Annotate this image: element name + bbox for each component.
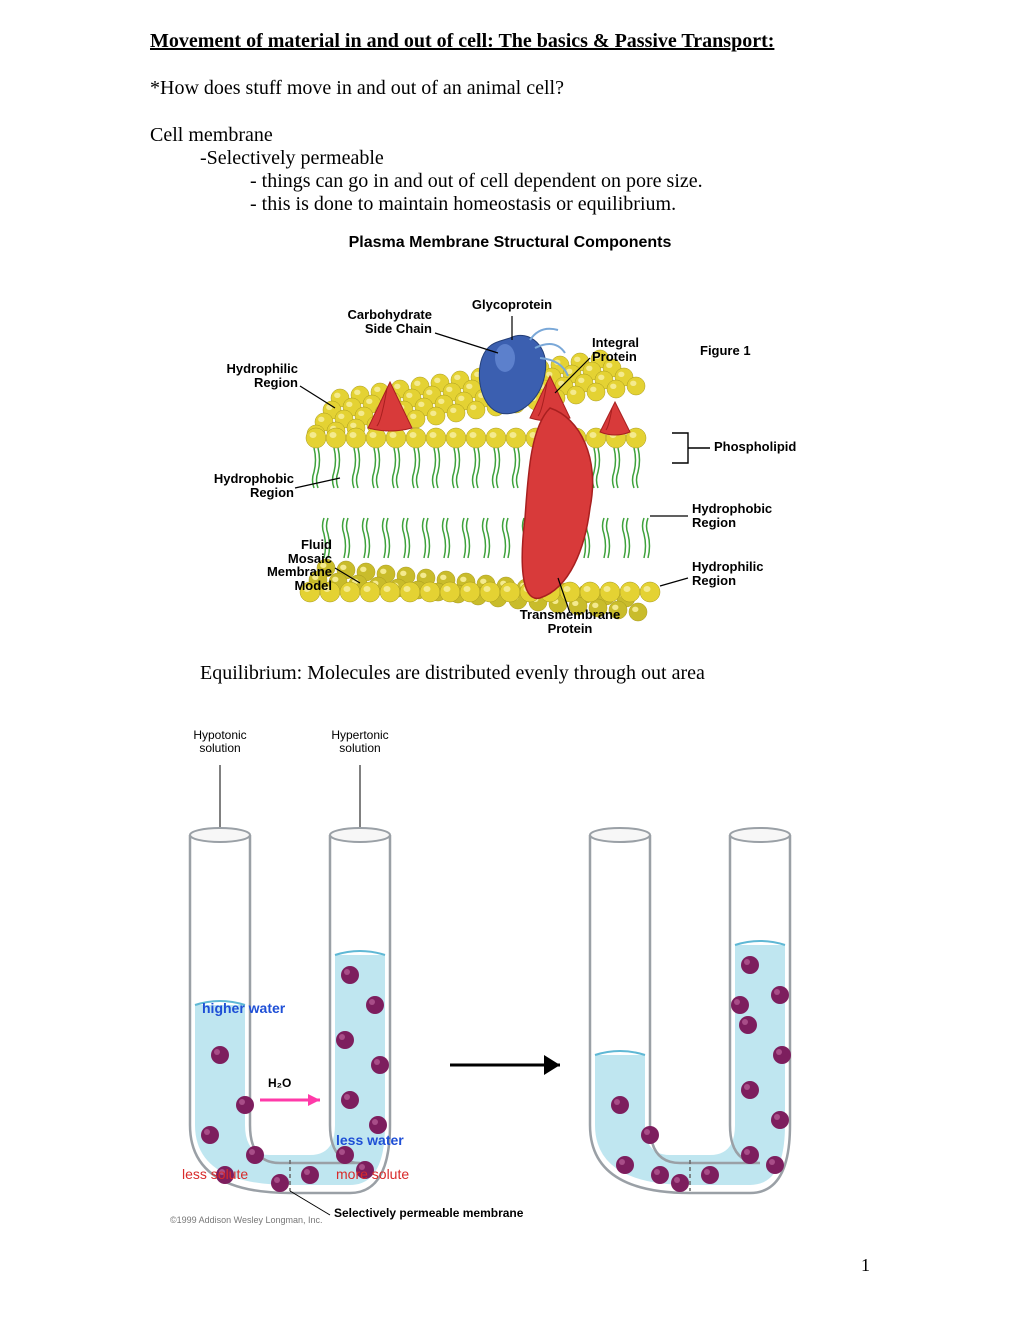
bullet-homeostasis: - this is done to maintain homeostasis o… — [250, 193, 870, 216]
figure-2: Hypotonicsolution Hypertonicsolution highe… — [150, 705, 870, 1225]
diagram-label: Glycoprotein — [472, 298, 552, 312]
figure-1: Plasma Membrane Structural Components Gl… — [220, 234, 800, 638]
heading-cell-membrane: Cell membrane — [150, 124, 870, 147]
diagram-label: Phospholipid — [714, 440, 796, 454]
figure-1-title: Plasma Membrane Structural Components — [220, 234, 800, 252]
diagram-label: less water — [336, 1133, 404, 1148]
diagram-label: more solute — [336, 1167, 409, 1182]
diagram-label: Hypertonicsolution — [331, 729, 388, 755]
page-title: Movement of material in and out of cell:… — [150, 30, 870, 53]
diagram-label: HydrophilicRegion — [226, 362, 298, 389]
diagram-label: H₂O — [268, 1077, 291, 1090]
diagram-label: higher water — [202, 1001, 285, 1016]
copyright-text: ©1999 Addison Wesley Longman, Inc. — [170, 1215, 323, 1225]
intro-question: *How does stuff move in and out of an an… — [150, 77, 870, 100]
diagram-label: HydrophobicRegion — [214, 472, 294, 499]
diagram-label: Selectively permeable membrane — [334, 1207, 523, 1220]
diagram-label: Hypotonicsolution — [193, 729, 246, 755]
diagram-label: TransmembraneProtein — [520, 608, 620, 635]
diagram-label: less solute — [182, 1167, 248, 1182]
page-number: 1 — [861, 1255, 870, 1276]
diagram-label: HydrophilicRegion — [692, 560, 764, 587]
bullet-selectively-permeable: -Selectively permeable — [200, 147, 870, 170]
diagram-label: FluidMosaicMembraneModel — [267, 538, 332, 593]
diagram-label: Figure 1 — [700, 344, 751, 358]
diagram-label: CarbohydrateSide Chain — [347, 308, 432, 335]
bullet-pore-size: - things can go in and out of cell depen… — [250, 170, 870, 193]
diagram-label: HydrophobicRegion — [692, 502, 772, 529]
diagram-label: IntegralProtein — [592, 336, 639, 363]
equilibrium-text: Equilibrium: Molecules are distributed e… — [200, 662, 870, 685]
